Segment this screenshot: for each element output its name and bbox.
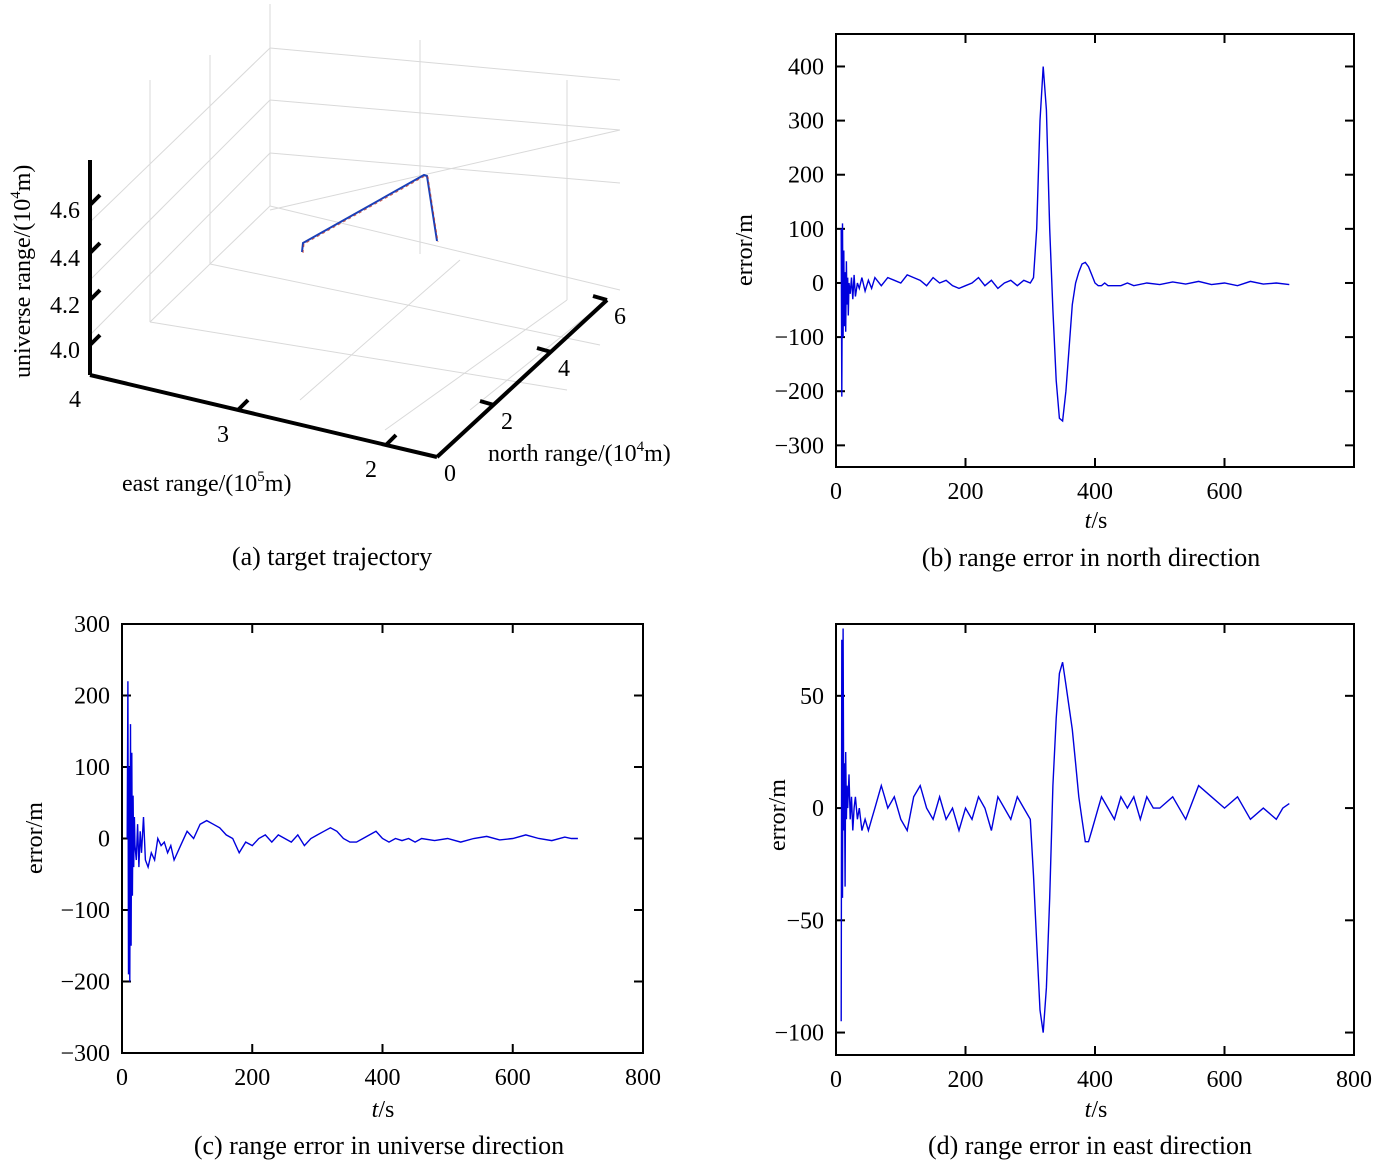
ticks-d: 0 200 400 600 800 −100 −50 0 50 xyxy=(774,624,1372,1093)
trajectory-estimate-line xyxy=(302,175,439,254)
panel-c-universe-error: 0 200 400 600 800 −300 −200 −100 0 100 200 300 erro… xyxy=(22,612,661,1160)
grid-line-3d xyxy=(269,99,621,131)
series-line-c xyxy=(126,681,578,982)
z-tick xyxy=(88,241,102,255)
y-tick-label-c: −200 xyxy=(60,970,110,996)
y-tick-label: 6 xyxy=(614,304,626,330)
y-tick-label-d: −50 xyxy=(786,908,824,934)
y-tick-label-b: −300 xyxy=(774,433,824,459)
x-tick-label-c: 600 xyxy=(495,1065,531,1091)
z-tick-label: 4.0 xyxy=(50,338,80,364)
y-tick xyxy=(536,346,552,354)
z-tick-label: 4.2 xyxy=(50,293,80,319)
grid-line-3d xyxy=(269,129,621,211)
y-tick-label-c: −100 xyxy=(60,898,110,924)
y-tick-label-b: 200 xyxy=(788,163,824,189)
x-tick-label-c: 200 xyxy=(234,1065,270,1091)
y-tick-label-b: 100 xyxy=(788,217,824,243)
x-axis-line xyxy=(89,373,438,459)
x-tick-label: 3 xyxy=(217,422,229,448)
y-tick-label-b: 300 xyxy=(788,109,824,135)
z-tick xyxy=(88,288,102,302)
x-tick-label-b: 200 xyxy=(948,479,984,505)
x-tick-label: 2 xyxy=(365,457,377,483)
xlabel-b: t/s xyxy=(1085,508,1108,534)
x-tick-label-d: 0 xyxy=(830,1067,842,1093)
y-tick-label-b: 400 xyxy=(788,54,824,80)
caption-a: (a) target trajectory xyxy=(232,542,432,571)
grid-line-3d xyxy=(269,152,621,184)
y-tick-label-b: 0 xyxy=(812,271,824,297)
caption-b: (b) range error in north direction xyxy=(922,543,1261,572)
series-line-b xyxy=(840,66,1290,423)
grid-line-3d xyxy=(89,99,271,281)
y-tick xyxy=(592,294,608,302)
y-tick-label-c: 300 xyxy=(74,612,110,638)
east-range-label: east range/(105m) xyxy=(122,469,291,497)
z-tick xyxy=(88,193,102,207)
z-tick xyxy=(88,333,102,347)
x-tick-label-b: 400 xyxy=(1077,479,1113,505)
y-tick-label-d: 0 xyxy=(812,796,824,822)
series-line-d xyxy=(840,628,1290,1033)
y-tick-label-c: 100 xyxy=(74,755,110,781)
y-tick-label: 2 xyxy=(501,409,513,435)
x-tick-label-d: 200 xyxy=(948,1067,984,1093)
y-tick-label: 4 xyxy=(558,356,570,382)
x-tick-label-c: 0 xyxy=(116,1065,128,1091)
ticks-c: 0 200 400 600 800 −300 −200 −100 0 100 200 300 xyxy=(60,612,661,1091)
grid-line-3d xyxy=(89,152,271,336)
z-tick-label: 4.6 xyxy=(50,198,80,224)
north-range-label: north range/(104m) xyxy=(488,439,671,467)
y-tick-label-d: 50 xyxy=(800,684,824,710)
ylabel-d: error/m xyxy=(765,779,791,851)
x-tick-label-b: 600 xyxy=(1207,479,1243,505)
caption-d: (d) range error in east direction xyxy=(928,1131,1252,1160)
y-tick-label-b: −100 xyxy=(774,325,824,351)
grid-line-3d xyxy=(469,299,608,411)
z-tick-label: 4.4 xyxy=(50,246,80,272)
caption-c: (c) range error in universe direction xyxy=(194,1131,564,1160)
grid-line-3d xyxy=(89,47,271,223)
xlabel-c: t/s xyxy=(372,1097,395,1123)
plot-frame-d xyxy=(835,623,1355,1056)
x-tick-label-d: 800 xyxy=(1336,1067,1372,1093)
grid-line-3d xyxy=(269,205,621,291)
x-tick-label: 4 xyxy=(69,387,81,413)
axis-3d-ticks: 4.0 4.2 4.4 4.6 4 3 2 0 2 4 6 xyxy=(50,193,626,487)
ticks-b: 0 200 400 600 −300 −200 −100 0 100 200 300 400 xyxy=(774,34,1354,505)
ylabel-c: error/m xyxy=(22,802,48,874)
panel-b-north-error: 0 200 400 600 −300 −200 −100 0 100 200 300 400 erro… xyxy=(732,33,1355,572)
x-tick-label-c: 400 xyxy=(365,1065,401,1091)
x-tick-label-b: 0 xyxy=(830,479,842,505)
grid-3d xyxy=(89,4,621,431)
y-tick-label-c: −300 xyxy=(60,1041,110,1067)
y-tick-label-c: 200 xyxy=(74,684,110,710)
y-tick-label-d: −100 xyxy=(774,1021,824,1047)
y-axis-line xyxy=(435,298,609,459)
grid-line-3d xyxy=(384,299,568,431)
x-tick xyxy=(236,398,250,412)
y-tick-label: 0 xyxy=(444,461,456,487)
universe-range-label: universe range/(104m) xyxy=(8,165,36,378)
grid-line-3d xyxy=(299,259,461,401)
grid-line-3d xyxy=(209,263,601,346)
panel-d-east-error: 0 200 400 600 800 −100 −50 0 50 error/m t/s (d) … xyxy=(765,623,1372,1160)
x-tick-label-c: 800 xyxy=(625,1065,661,1091)
y-tick-label-c: 0 xyxy=(98,827,110,853)
y-tick xyxy=(479,399,495,407)
x-tick-label-d: 400 xyxy=(1077,1067,1113,1093)
ylabel-b: error/m xyxy=(732,214,758,286)
trajectory-line xyxy=(301,173,438,253)
plot-frame-b xyxy=(835,33,1355,468)
grid-line-3d xyxy=(149,321,568,391)
x-tick-label-d: 600 xyxy=(1207,1067,1243,1093)
panel-a-trajectory: 4.0 4.2 4.4 4.6 4 3 2 0 2 4 6 east range/(105m) no… xyxy=(8,4,671,571)
grid-line-3d xyxy=(269,47,621,81)
xlabel-d: t/s xyxy=(1085,1097,1108,1123)
x-tick xyxy=(384,433,398,447)
y-tick-label-b: −200 xyxy=(774,379,824,405)
